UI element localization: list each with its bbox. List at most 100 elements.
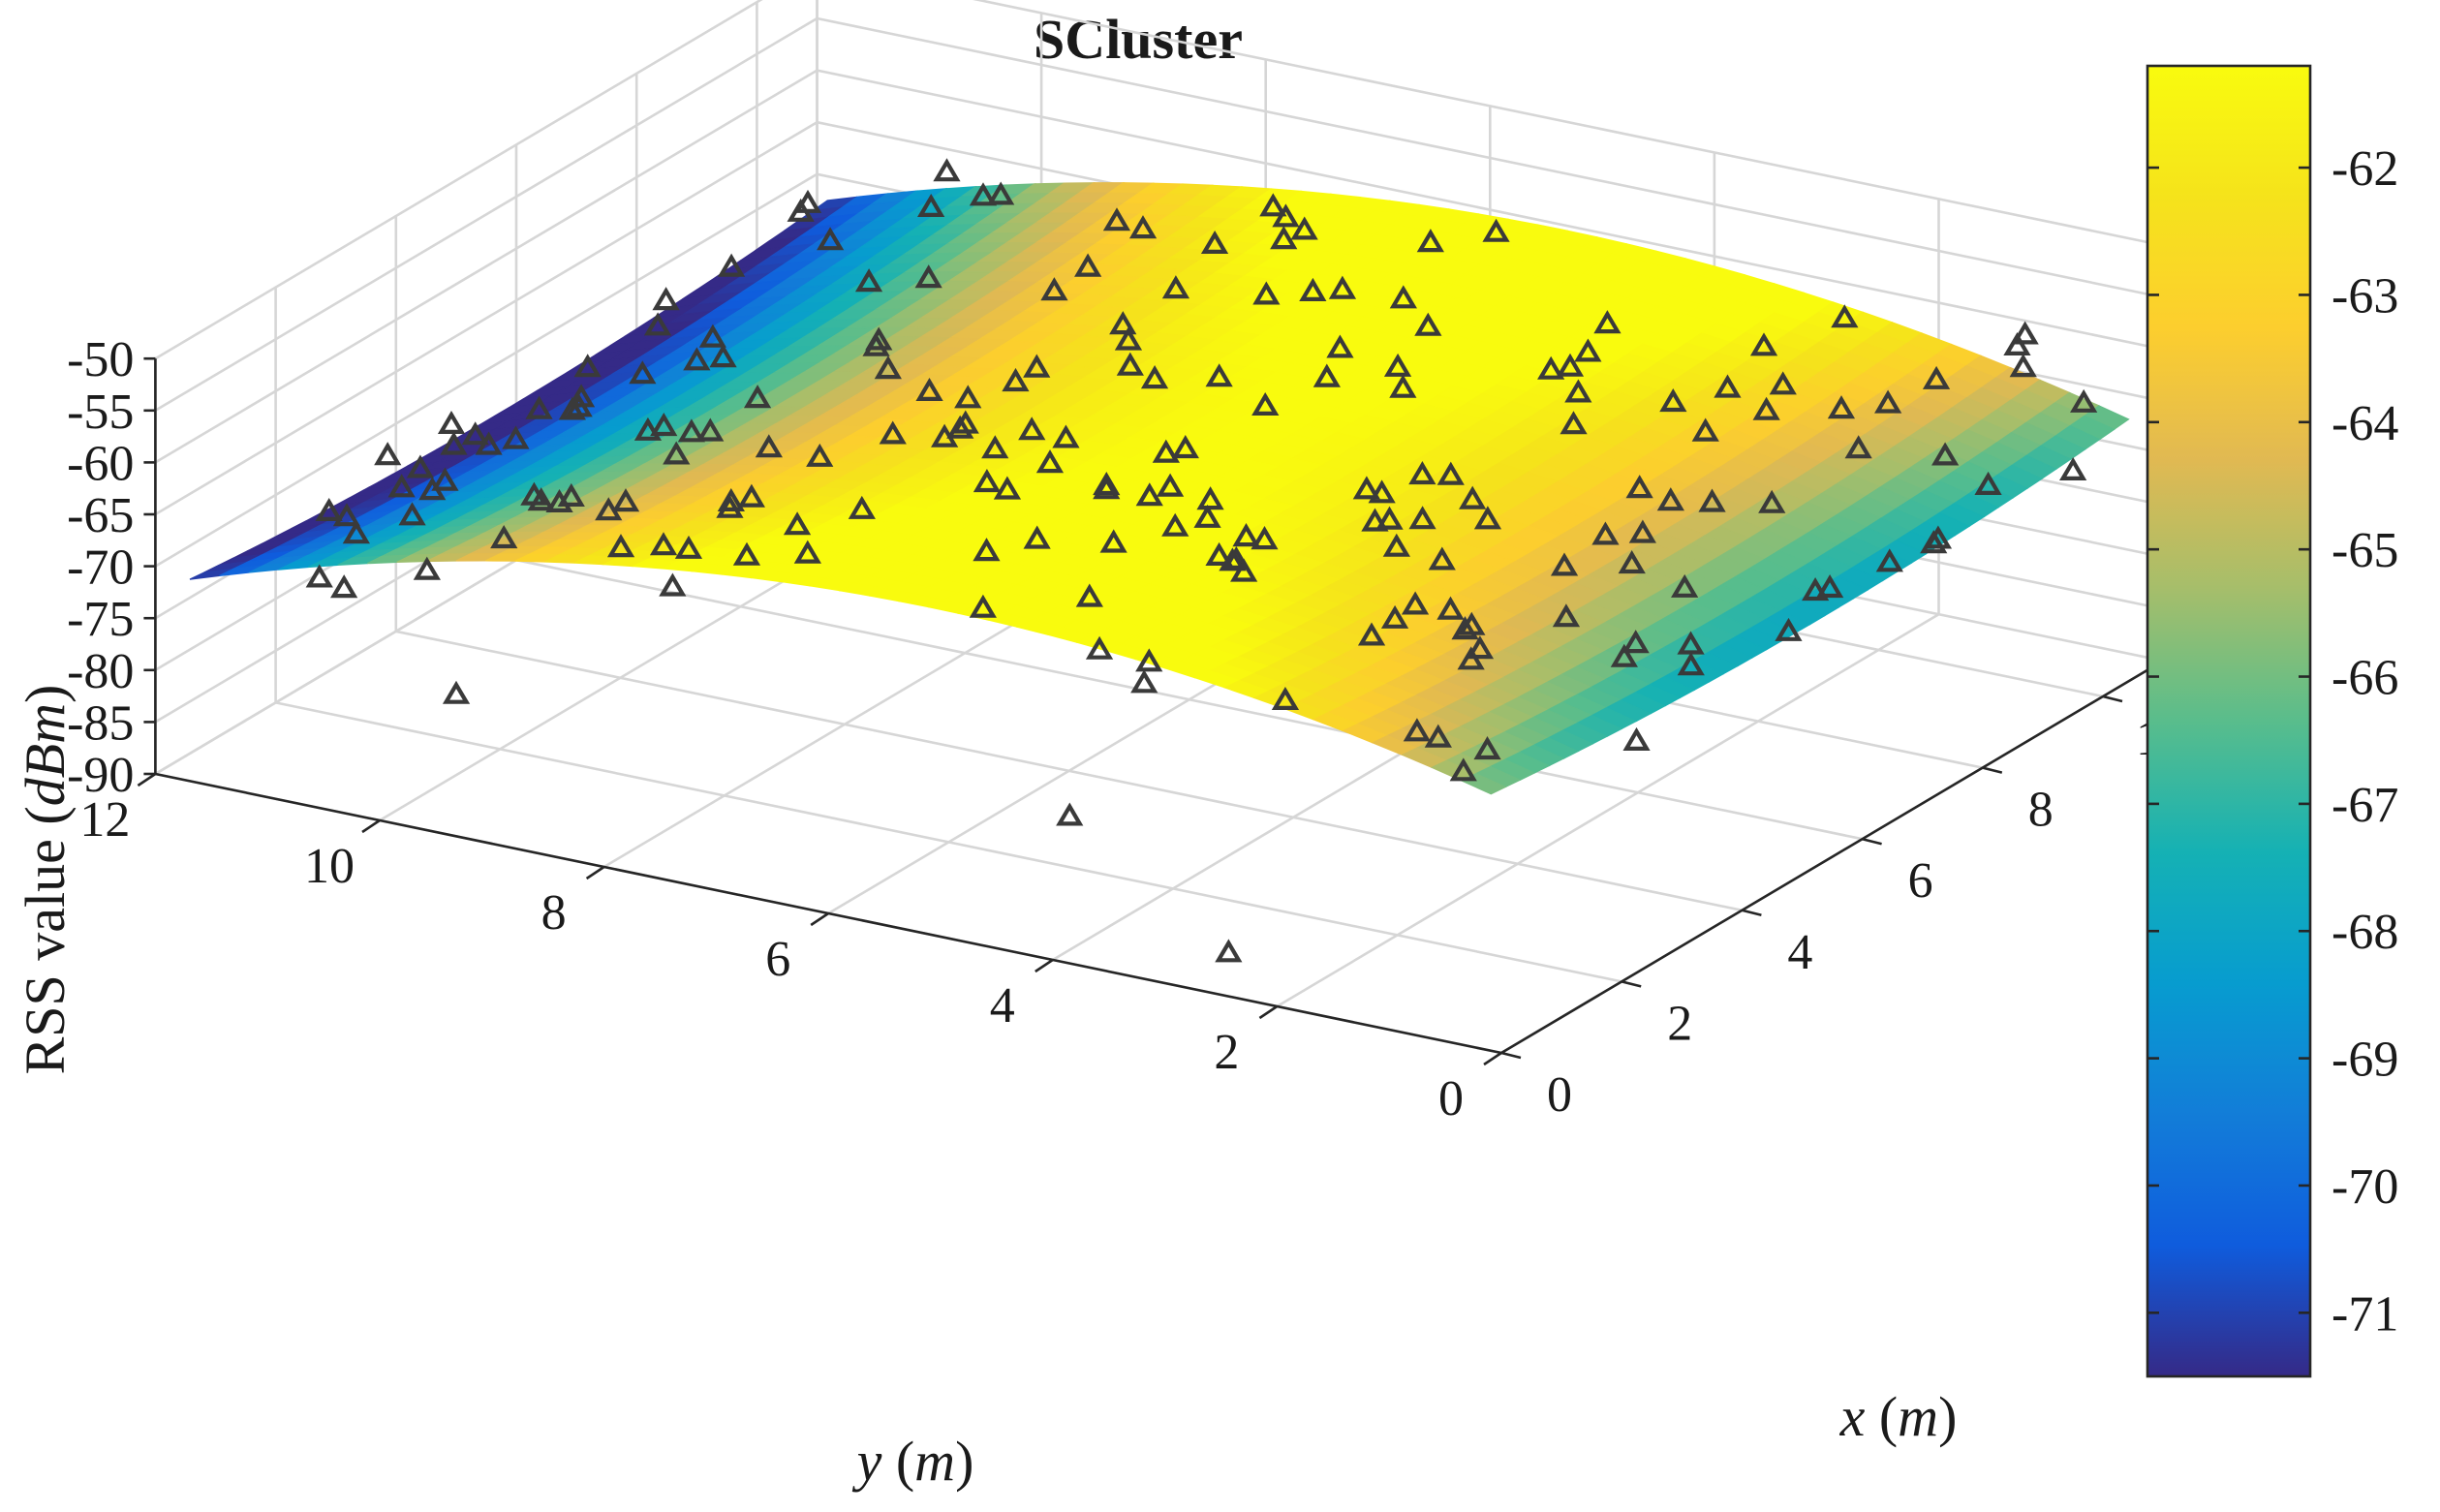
rss-measurement-marker (717, 487, 745, 511)
z-tick-label: -85 (67, 695, 134, 751)
rss-measurement-marker (573, 354, 602, 378)
rss-measurement-marker (915, 377, 943, 401)
rss-measurement-marker (1436, 596, 1465, 620)
rss-measurement-marker (1457, 646, 1485, 670)
rss-measurement-marker (1482, 218, 1510, 242)
rss-measurement-marker (969, 594, 997, 618)
rss-measurement-marker (981, 435, 1009, 459)
rss-measurement-marker (1714, 374, 1742, 398)
rss-measurement-marker (1361, 508, 1389, 532)
rss-measurement-marker (520, 481, 548, 506)
rss-measurement-marker (1389, 374, 1417, 398)
rss-measurement-marker (1093, 476, 1121, 500)
rss-measurement-marker (1769, 371, 1797, 395)
colorbar-tick-label: -68 (2332, 905, 2398, 960)
rss-measurement-marker (1436, 461, 1465, 485)
rss-measurement-marker (1114, 326, 1143, 351)
rss-measurement-marker (413, 556, 441, 580)
rss-measurement-marker (1102, 207, 1131, 231)
rss-measurement-marker (1414, 312, 1442, 336)
rss-measurement-marker (1205, 363, 1233, 387)
z-axis-ticks: -50-55-60-65-70-75-80-85-90 (67, 332, 156, 803)
rss-measurement-marker (674, 535, 703, 559)
rss-measurement-marker (1618, 550, 1646, 574)
colorbar-tick-label: -67 (2332, 778, 2398, 833)
x-tick-mark (1982, 766, 2003, 774)
rss-measurement-marker (1459, 485, 1487, 509)
rss-measurement-marker (951, 410, 979, 434)
rss-measurement-marker (567, 384, 596, 408)
rss-measurement-marker (1074, 253, 1102, 277)
rss-measurement-marker (987, 181, 1015, 205)
x-tick-mark (1500, 1051, 1522, 1060)
colorbar-tick-label: -69 (2332, 1033, 2398, 1088)
rss-measurement-marker (854, 268, 883, 293)
rss-measurement-marker (933, 158, 961, 182)
z-tick-label: -70 (67, 540, 134, 596)
rss-measurement-marker (1205, 541, 1233, 566)
x-tick-mark (1621, 980, 1642, 988)
measurement-markers (305, 158, 2098, 963)
rss-measurement-marker (931, 423, 959, 447)
rss-measurement-marker (1593, 310, 1622, 334)
rss-measurement-marker (1230, 558, 1258, 582)
x-tick-mark (1862, 837, 1882, 846)
rss-measurement-marker (342, 520, 370, 544)
rss-measurement-marker (1023, 525, 1051, 549)
rss-measurement-marker (1698, 488, 1726, 512)
z-tick-label: -75 (67, 592, 134, 647)
rss-measurement-marker (1326, 334, 1354, 358)
y-axis-ticks: 0 2 4 6 8 10 12 (79, 772, 1502, 1126)
rss-measurement-marker (330, 574, 358, 599)
rss-measurement-marker (1591, 521, 1620, 545)
x-tick-label: 6 (1908, 853, 1933, 909)
rss-measurement-marker (1161, 512, 1189, 537)
rss-measurement-marker (1827, 395, 1856, 419)
rss-measurement-marker (1116, 352, 1144, 376)
rss-measurement-marker (1401, 591, 1430, 615)
rss-measurement-marker (716, 494, 744, 518)
y-tick-label: 10 (304, 839, 355, 894)
x-tick-label: 2 (1667, 996, 1692, 1051)
rss-measurement-marker (1831, 304, 1859, 328)
rss-measurement-marker (490, 525, 518, 549)
rss-measurement-marker (1473, 736, 1501, 760)
rss-measurement-marker (683, 347, 711, 371)
rss-measurement-marker (677, 418, 705, 443)
rss-measurement-marker (1200, 230, 1229, 254)
rss-measurement-marker (1564, 379, 1592, 403)
rss-measurement-marker (793, 540, 821, 564)
colorbar-tick-label: -63 (2332, 268, 2398, 324)
rss-measurement-marker (783, 511, 812, 536)
rss-measurement-marker (1671, 573, 1699, 598)
rss-measurement-marker (1550, 552, 1579, 576)
rss-measurement-marker (1449, 757, 1477, 782)
rss-measurement-marker (1537, 355, 1565, 380)
rss-measurement-marker (743, 385, 772, 409)
rss-measurement-marker (1171, 435, 1199, 459)
rss-measurement-marker (525, 395, 553, 419)
rss-measurement-marker (1622, 630, 1650, 654)
rss-measurement-marker (1628, 519, 1656, 543)
rss-measurement-marker (973, 469, 1002, 493)
rss-measurement-marker (1752, 396, 1780, 420)
rss-measurement-marker (557, 482, 585, 507)
rss-measurement-marker (1610, 643, 1638, 667)
rss-measurement-marker (1085, 635, 1114, 660)
rss-measurement-marker (643, 312, 672, 336)
rss-measurement-marker (1075, 583, 1103, 607)
rss-measurement-marker (305, 564, 333, 588)
rss-measurement-marker (1196, 486, 1224, 510)
rss-measurement-marker (1357, 622, 1386, 646)
x-tick-label: 4 (1787, 925, 1812, 980)
rss-measurement-marker (1259, 193, 1287, 217)
x-tick-mark (1742, 909, 1762, 917)
rss-measurement-marker (1416, 229, 1444, 253)
z-tick-label: -55 (67, 385, 134, 440)
rss-measurement-marker (1875, 548, 1903, 572)
rss-measurement-marker (1749, 332, 1778, 356)
rss-measurement-marker (848, 495, 876, 519)
rss-measurement-marker (1271, 686, 1300, 710)
